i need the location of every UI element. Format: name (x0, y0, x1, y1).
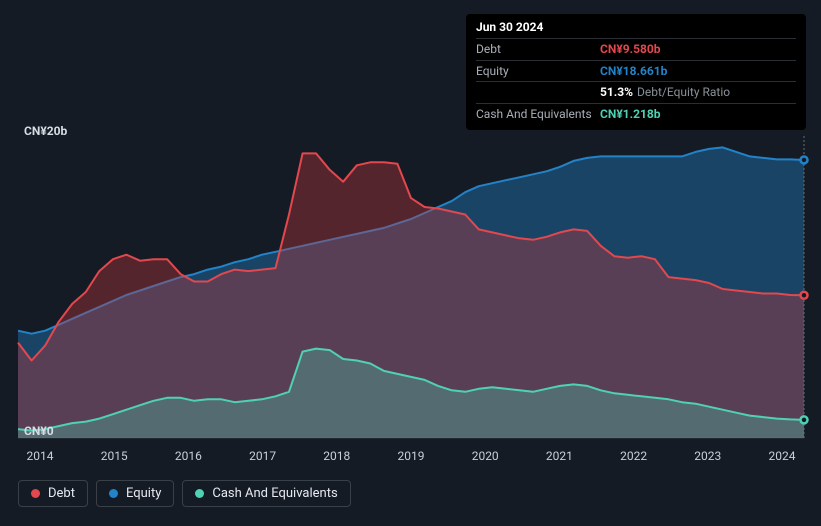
chart-legend: Debt Equity Cash And Equivalents (18, 480, 351, 507)
legend-item-equity[interactable]: Equity (96, 480, 174, 507)
legend-item-cash[interactable]: Cash And Equivalents (182, 480, 350, 507)
x-axis-tick: 2020 (472, 449, 499, 463)
x-axis-tick: 2014 (27, 449, 54, 463)
equity-legend-dot (109, 489, 118, 498)
x-axis-tick: 2021 (546, 449, 573, 463)
y-axis-label: CN¥0 (24, 424, 54, 438)
x-axis-tick: 2023 (694, 449, 721, 463)
equity-end-marker (801, 156, 808, 163)
x-axis-tick: 2015 (101, 449, 128, 463)
legend-item-label: Debt (48, 486, 75, 501)
debt-end-marker (801, 292, 808, 299)
cash-end-marker (801, 416, 808, 423)
x-axis-tick: 2019 (398, 449, 425, 463)
legend-item-debt[interactable]: Debt (18, 480, 88, 507)
area-chart: 2014 2015 2016 2017 2018 2019 2020 2021 2022 2023… (0, 0, 821, 526)
x-axis-tick: 2022 (620, 449, 647, 463)
legend-item-label: Equity (126, 486, 161, 501)
y-axis-label: CN¥20b (24, 124, 67, 138)
cash-legend-dot (195, 489, 204, 498)
debt-legend-dot (31, 489, 40, 498)
x-axis-tick: 2016 (175, 449, 202, 463)
x-axis-tick: 2024 (769, 449, 796, 463)
x-axis-tick: 2017 (249, 449, 276, 463)
x-axis-tick: 2018 (323, 449, 350, 463)
legend-item-label: Cash And Equivalents (212, 486, 337, 501)
